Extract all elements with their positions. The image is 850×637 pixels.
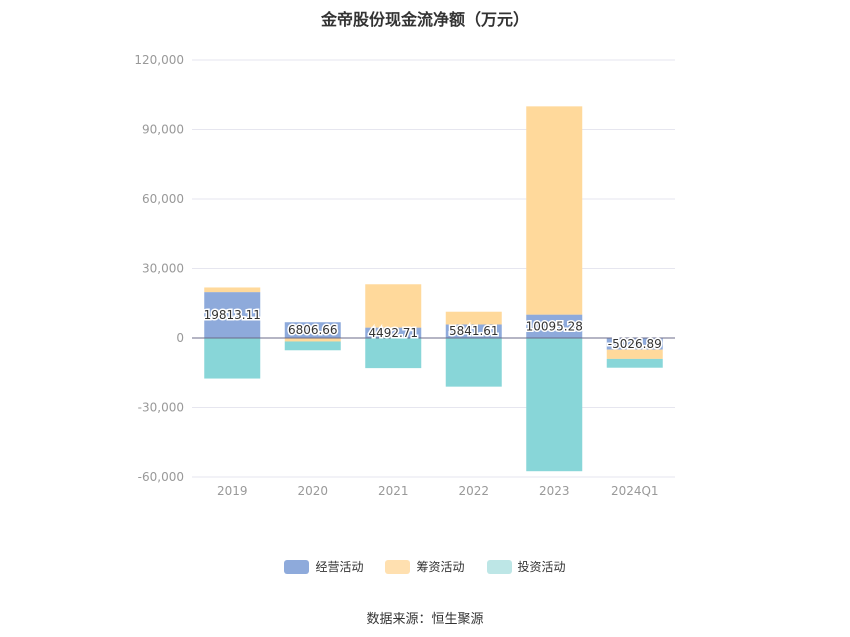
bar-investing-2022[interactable] <box>445 338 502 387</box>
bar-financing-2022[interactable] <box>445 311 502 325</box>
legend-label-investing: 投资活动 <box>517 560 566 574</box>
y-tick-label: 60,000 <box>142 192 184 206</box>
legend-label-operating: 经营活动 <box>315 560 364 574</box>
chart-title: 金帝股份现金流净额（万元） <box>320 10 529 29</box>
bar-investing-2024Q1[interactable] <box>606 358 663 368</box>
x-tick-label: 2020 <box>297 484 328 498</box>
data-label-operating: 10095.28 <box>526 319 583 333</box>
legend-swatch-operating <box>284 559 310 574</box>
x-tick-label: 2023 <box>539 484 570 498</box>
bar-financing-2019[interactable] <box>204 287 261 293</box>
data-label-operating: -5026.89 <box>608 337 662 351</box>
y-tick-label: 120,000 <box>134 53 184 67</box>
bar-investing-2021[interactable] <box>365 338 422 369</box>
legend: 经营活动 筹资活动 投资活动 <box>0 558 850 575</box>
x-tick-label: 2022 <box>458 484 489 498</box>
x-tick-label: 2024Q1 <box>611 484 659 498</box>
bar-investing-2019[interactable] <box>204 338 261 379</box>
bar-financing-2024Q1[interactable] <box>606 349 663 359</box>
data-label-operating: 5841.61 <box>449 324 499 338</box>
bar-operating-2024Q1[interactable] <box>606 338 663 350</box>
bar-operating-2021[interactable] <box>365 327 422 338</box>
y-tick-label: 0 <box>176 331 184 345</box>
data-label-operating: 6806.66 <box>288 323 338 337</box>
legend-item-operating[interactable]: 经营活动 <box>284 558 363 575</box>
y-tick-label: 90,000 <box>142 123 184 137</box>
y-tick-label: -60,000 <box>138 470 184 484</box>
bar-operating-2023[interactable] <box>526 314 583 338</box>
bar-operating-2020[interactable] <box>284 322 341 338</box>
legend-swatch-financing <box>385 559 411 574</box>
legend-swatch-investing <box>486 559 512 574</box>
legend-label-financing: 筹资活动 <box>416 560 465 574</box>
bar-financing-2023[interactable] <box>526 106 583 315</box>
x-tick-label: 2021 <box>378 484 409 498</box>
bar-financing-2021[interactable] <box>365 284 422 328</box>
bar-investing-2023[interactable] <box>526 338 583 472</box>
data-label-operating: 19813.11 <box>204 308 261 322</box>
data-label-operating: 4492.71 <box>368 326 418 340</box>
source-note: 数据来源：恒生聚源 <box>366 612 484 627</box>
y-tick-label: 30,000 <box>142 262 184 276</box>
legend-item-financing[interactable]: 筹资活动 <box>385 558 465 575</box>
bar-financing-2020[interactable] <box>284 338 341 342</box>
legend-item-investing[interactable]: 投资活动 <box>486 558 566 575</box>
y-tick-label: -30,000 <box>138 401 184 415</box>
x-tick-label: 2019 <box>217 484 248 498</box>
bar-operating-2019[interactable] <box>204 292 261 338</box>
bar-operating-2022[interactable] <box>445 324 502 338</box>
bar-investing-2020[interactable] <box>284 341 341 351</box>
